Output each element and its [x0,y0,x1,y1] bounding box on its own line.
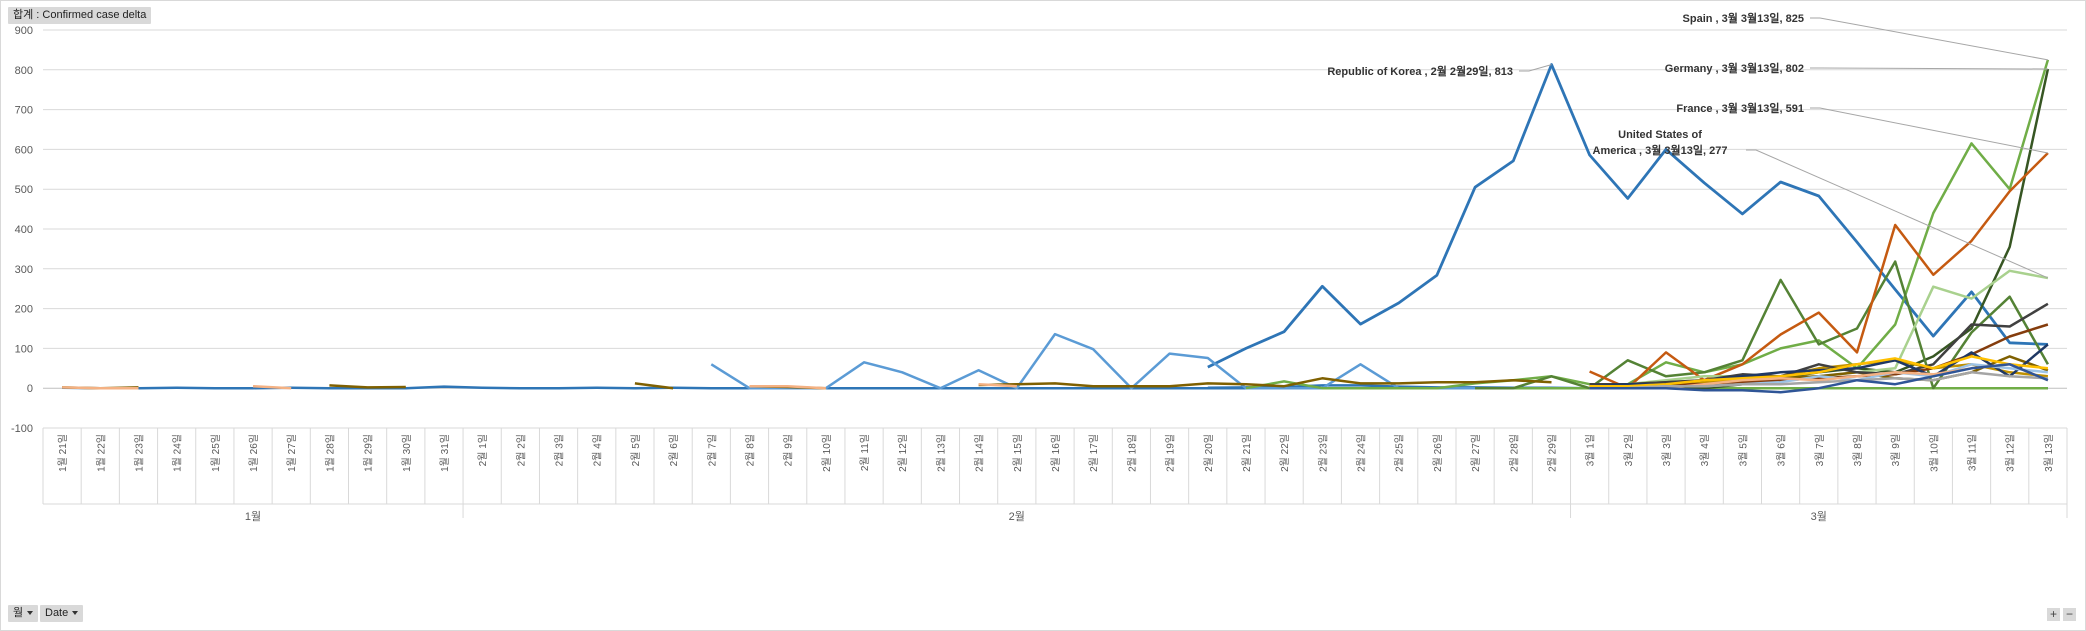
x-tick-label: 3월 1일 [1585,434,1597,466]
annotation-label: Spain , 3월 3월13일, 825 [1683,11,1804,25]
x-tick-label: 1월 22일 [95,434,107,472]
annotation-leader [1810,107,2049,154]
y-tick-label: 300 [15,264,33,276]
month-label: 1월 [245,510,261,523]
dropdown-arrow-icon [27,611,34,616]
x-tick-label: 3월 3일 [1661,434,1673,466]
series-line [1589,302,2049,386]
x-tick-label: 2월 23일 [1317,434,1329,472]
x-tick-label: 1월 29일 [363,434,375,472]
x-tick-label: 3월 7일 [1814,434,1826,466]
x-tick-label: 3월 12일 [2005,434,2017,472]
month-field-label: 월 [13,607,24,619]
x-tick-label: 1월 31일 [439,434,451,472]
x-tick-label: 3월 11일 [1967,434,1979,471]
month-label: 3월 [1811,510,1827,523]
dropdown-arrow-icon [72,611,79,616]
x-tick-label: 2월 3일 [554,434,566,466]
annotation-leader [1810,17,2048,61]
series-line [1589,371,2048,390]
series-line [710,332,1552,390]
annotation-label: United States of [1618,129,1702,141]
series-line [1589,152,2049,390]
series-line [1245,59,2050,390]
y-tick-label: 500 [15,184,33,196]
y-tick-label: 200 [15,304,33,316]
series-line [1589,363,2049,394]
x-tick-label: 2월 8일 [744,434,756,466]
x-tick-label: 2월 16일 [1050,434,1062,472]
x-tick-label: 1월 27일 [286,434,298,472]
x-tick-label: 2월 5일 [630,434,642,466]
date-field-label: Date [45,607,69,619]
x-tick-label: 2월 20일 [1203,434,1215,472]
x-tick-label: 2월 17일 [1088,434,1100,472]
x-tick-label: 2월 21일 [1241,434,1253,472]
y-tick-label: -100 [11,423,33,435]
y-tick-label: 100 [15,343,33,355]
x-tick-label: 2월 6일 [668,434,680,466]
x-tick-label: 2월 27일 [1470,434,1482,472]
annotation-label: Republic of Korea , 2월 2월29일, 813 [1327,64,1513,78]
x-tick-label: 1월 28일 [324,434,336,472]
x-tick-label: 1월 25일 [210,434,222,472]
x-tick-label: 2월 24일 [1356,434,1368,472]
x-tick-label: 2월 26일 [1432,434,1444,472]
y-tick-label: 900 [15,25,33,37]
annotation-label: France , 3월 3월13일, 591 [1676,101,1804,115]
collapse-field-icon[interactable]: − [2063,608,2076,621]
x-tick-label: 2월 18일 [1126,434,1138,472]
month-label: 2월 [1009,510,1025,523]
x-tick-label: 2월 28일 [1508,434,1520,472]
expand-field-icon[interactable]: + [2047,608,2060,621]
annotation-label: Germany , 3월 3월13일, 802 [1665,61,1804,75]
y-tick-label: 600 [15,144,33,156]
x-tick-label: 1월 21일 [57,434,69,472]
date-field-button[interactable]: Date [40,605,84,622]
x-tick-label: 2월 15일 [1012,434,1024,472]
x-tick-label: 3월 8일 [1852,434,1864,466]
month-field-button[interactable]: 월 [8,605,39,622]
series-line [62,363,2049,390]
x-tick-label: 2월 2일 [515,434,527,466]
x-tick-label: 2월 13일 [935,434,947,472]
x-tick-label: 2월 29일 [1546,434,1558,472]
x-tick-label: 1월 24일 [172,434,184,472]
annotation-leader [1519,64,1552,72]
annotation-label: America , 3월 3월13일, 277 [1593,143,1728,157]
expand-collapse-controls: + − [2047,608,2076,621]
x-tick-label: 1월 26일 [248,434,260,472]
x-tick-label: 3월 13일 [2043,434,2055,472]
annotation-leader [1810,67,2048,70]
x-tick-label: 2월 9일 [783,434,795,466]
annotation-leader [1746,149,2049,279]
x-tick-label: 2월 22일 [1279,434,1291,472]
x-tick-label: 2월 19일 [1165,434,1177,472]
x-tick-label: 3월 6일 [1776,434,1788,466]
x-tick-label: 1월 23일 [133,434,145,472]
x-tick-label: 2월 10일 [821,434,833,472]
y-tick-label: 800 [15,65,33,77]
series-line [1589,355,2049,388]
y-tick-label: 700 [15,105,33,117]
x-tick-label: 3월 5일 [1737,434,1749,466]
x-tick-label: 3월 10일 [1928,434,1940,472]
x-tick-label: 2월 25일 [1394,434,1406,472]
x-tick-label: 3월 2일 [1623,434,1635,466]
x-tick-label: 2월 11일 [859,434,871,471]
x-tick-label: 2월 4일 [592,434,604,466]
x-tick-label: 2월 14일 [974,434,986,472]
x-tick-label: 2월 7일 [706,434,718,466]
x-tick-label: 3월 9일 [1890,434,1902,466]
y-tick-label: 0 [27,383,33,395]
x-tick-label: 1월 30일 [401,434,413,472]
y-tick-label: 400 [15,224,33,236]
value-field-label: 합계 : Confirmed case delta [13,9,147,21]
x-tick-label: 2월 1일 [477,434,489,466]
value-field-button[interactable]: 합계 : Confirmed case delta [8,7,152,24]
x-tick-label: 2월 12일 [897,434,909,472]
x-tick-label: 3월 4일 [1699,434,1711,466]
